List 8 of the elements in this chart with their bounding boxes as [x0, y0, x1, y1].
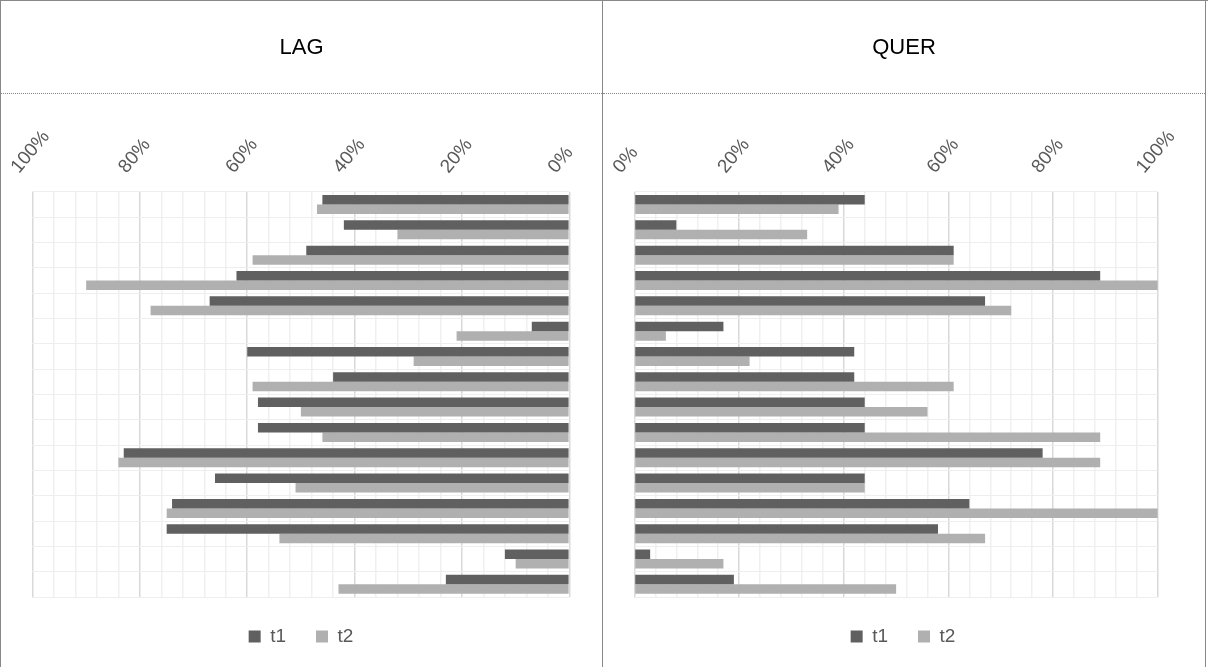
- legend-label: t2: [939, 624, 956, 646]
- legend-label: t2: [337, 624, 354, 646]
- x-tick-label: 0%: [607, 141, 642, 177]
- legend-label: t1: [270, 624, 287, 646]
- chart-title: LAG: [1, 1, 602, 94]
- legend-label: t1: [872, 624, 889, 646]
- chart-title: QUER: [603, 1, 1205, 94]
- x-tick-label: 0%: [542, 141, 577, 177]
